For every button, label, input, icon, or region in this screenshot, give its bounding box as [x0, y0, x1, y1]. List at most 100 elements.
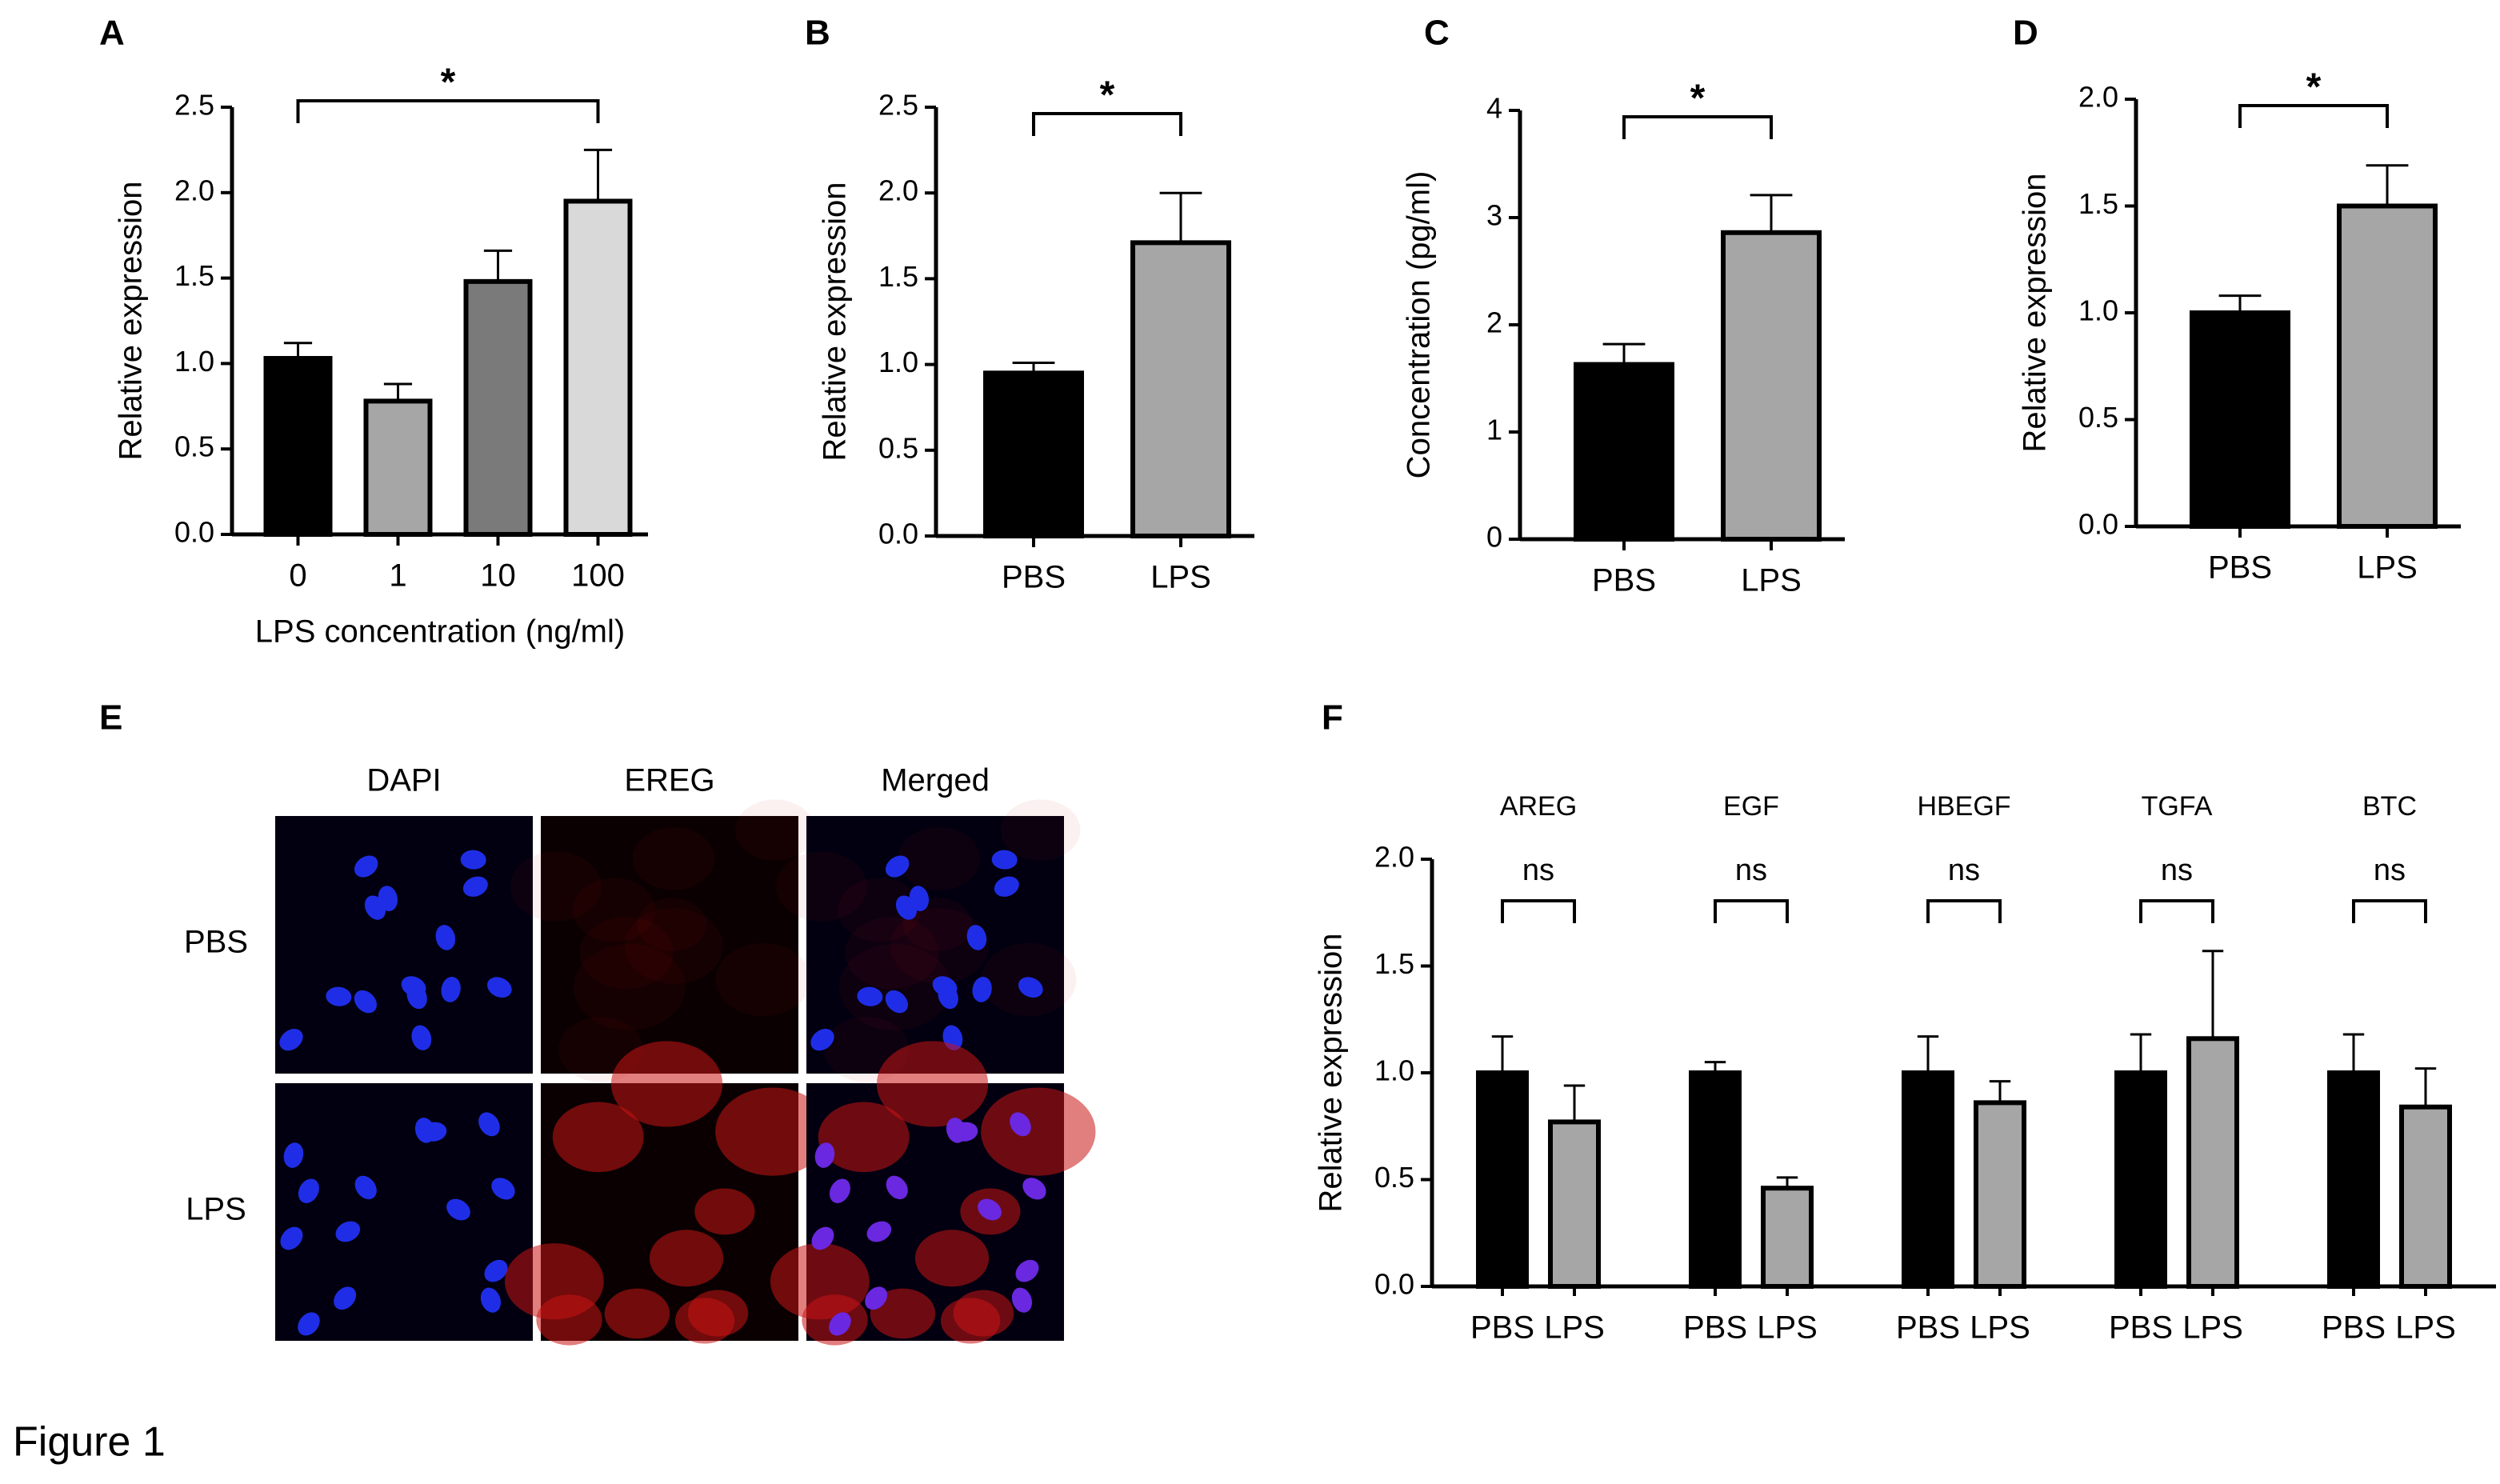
significance-label: * [441, 62, 456, 104]
ereg-signal [876, 1041, 989, 1127]
y-axis-label: Concentration (pg/ml) [1402, 171, 1437, 479]
nucleus [885, 855, 910, 878]
bar [2327, 1070, 2380, 1289]
y-tick-label: 2.5 [878, 89, 918, 122]
ereg-signal [715, 1087, 830, 1176]
ereg-signal [981, 1087, 1096, 1176]
nucleus [279, 1029, 303, 1051]
ereg-signal [694, 1188, 755, 1235]
y-axis-label: Relative expression [818, 182, 853, 461]
y-tick-label: 4 [1486, 92, 1502, 125]
x-tick-label: PBS [1683, 1310, 1747, 1346]
bar [563, 198, 633, 537]
nucleus [972, 976, 992, 1002]
bar [1761, 1186, 1814, 1290]
significance-bracket [1501, 899, 1576, 923]
ereg-signal [624, 908, 723, 984]
ereg-signal [573, 944, 686, 1030]
y-tick-label: 2.0 [2078, 81, 2118, 114]
x-tick-label: LPS [1741, 563, 1802, 598]
significance-bracket [2352, 899, 2427, 923]
y-tick-label: 1.0 [174, 345, 214, 378]
micrograph [541, 816, 798, 1074]
bar [1130, 240, 1231, 538]
nucleus [354, 990, 377, 1014]
ereg-signal [552, 1102, 644, 1173]
nucleus [1015, 1259, 1039, 1282]
y-tick-label: 1 [1486, 414, 1502, 446]
ereg-signal [637, 898, 707, 952]
x-tick-label: PBS [1896, 1310, 1960, 1346]
group-label: AREG [1500, 791, 1577, 822]
bar [983, 370, 1084, 538]
ereg-signal [898, 826, 980, 890]
bar [1548, 1119, 1601, 1290]
nucleus [829, 1178, 850, 1203]
significance-label: ns [1735, 854, 1767, 887]
nucleus [414, 1118, 435, 1143]
group-label: BTC [2362, 791, 2417, 822]
significance-label: ns [1522, 854, 1554, 887]
y-tick-label: 2.5 [174, 89, 214, 122]
nucleus [829, 1312, 851, 1336]
bar [1574, 362, 1674, 542]
x-tick-label: PBS [2109, 1310, 2173, 1346]
row-label: LPS [186, 1192, 246, 1227]
x-tick-label: 1 [389, 558, 406, 594]
y-tick-label: 0.0 [1374, 1268, 1414, 1301]
panel-label: E [99, 698, 122, 738]
nucleus [811, 1226, 834, 1250]
y-axis-label: Relative expression [114, 181, 149, 460]
x-tick-label: PBS [2208, 550, 2272, 586]
nucleus [484, 1259, 508, 1282]
nucleus [810, 1029, 834, 1051]
x-tick-label: LPS [2357, 550, 2418, 586]
nucleus [435, 925, 456, 950]
bar [1902, 1070, 1954, 1289]
nucleus [991, 850, 1018, 870]
bar [2399, 1104, 2452, 1289]
y-tick-label: 1.0 [2078, 294, 2118, 327]
ereg-signal [510, 851, 602, 922]
panel-label: C [1424, 14, 1450, 53]
nucleus [283, 1142, 304, 1168]
nucleus [491, 1178, 515, 1200]
x-tick-label: 0 [289, 558, 306, 594]
nucleus [406, 984, 427, 1010]
x-tick-label: LPS [2395, 1310, 2456, 1346]
nucleus [1018, 977, 1043, 998]
bar [1689, 1070, 1742, 1289]
nucleus [1010, 1112, 1031, 1137]
ereg-signal [1000, 799, 1081, 861]
x-axis-label: LPS concentration (ng/ml) [255, 614, 625, 650]
panel-label: F [1322, 698, 1343, 738]
significance-label: ns [2161, 854, 2193, 887]
ereg-signal [818, 1102, 910, 1173]
column-label: Merged [881, 763, 990, 798]
significance-label: ns [1948, 854, 1980, 887]
x-tick-label: LPS [2182, 1310, 2243, 1346]
nucleus [462, 876, 488, 897]
nucleus [280, 1226, 303, 1250]
x-tick-label: 100 [571, 558, 625, 594]
panel-label: D [2013, 14, 2038, 53]
nucleus [335, 1221, 361, 1242]
y-tick-label: 0.5 [2078, 401, 2118, 434]
nucleus [966, 925, 987, 950]
y-tick-label: 3 [1486, 199, 1502, 232]
bar [463, 278, 533, 537]
ereg-signal [776, 851, 867, 922]
nucleus [446, 1198, 470, 1221]
ereg-signal [649, 1230, 724, 1287]
y-tick-label: 1.0 [878, 346, 918, 378]
bar [1476, 1070, 1529, 1289]
nucleus [1011, 1287, 1033, 1313]
bar [2190, 310, 2290, 529]
nucleus [994, 876, 1019, 897]
bar [1721, 230, 1822, 542]
figure-label: Figure 1 [13, 1419, 166, 1466]
y-axis-label: Relative expression [2018, 173, 2053, 452]
nucleus [946, 1118, 966, 1143]
ereg-signal [890, 908, 989, 984]
